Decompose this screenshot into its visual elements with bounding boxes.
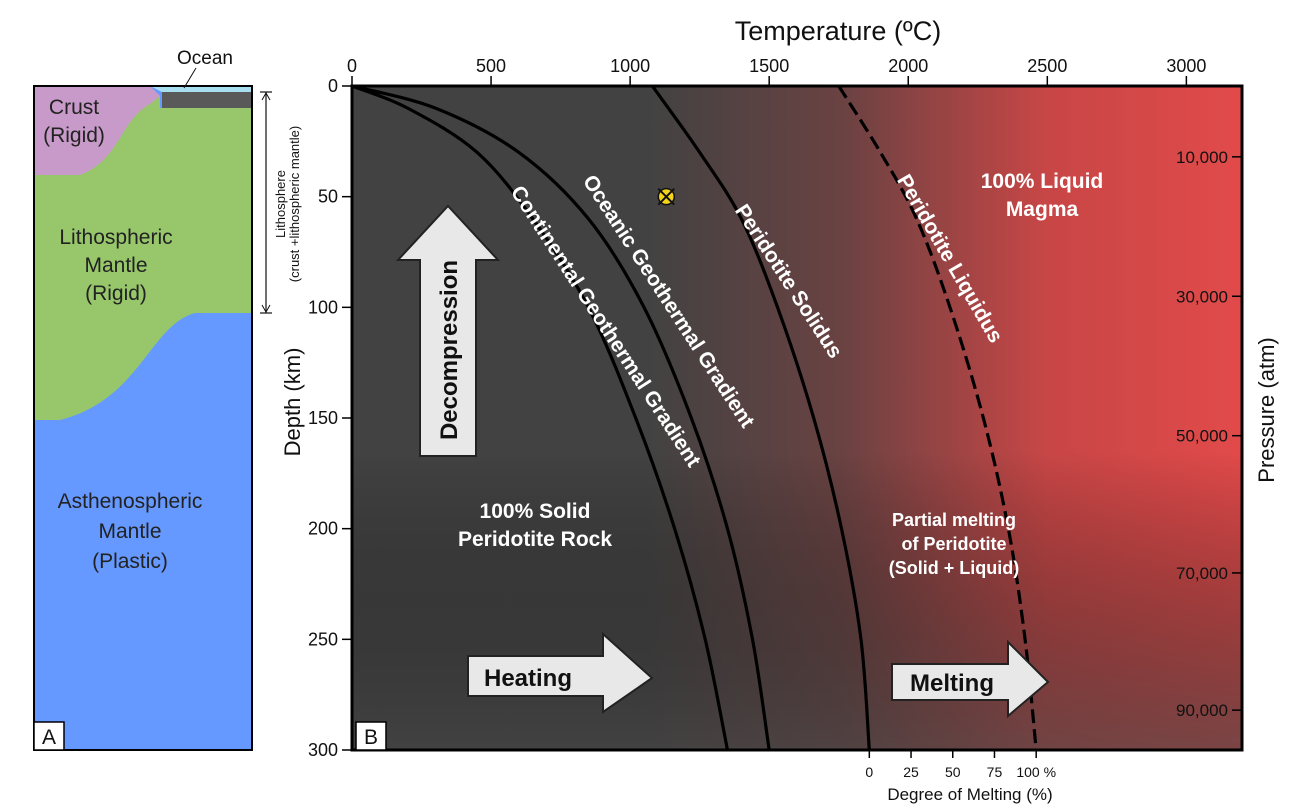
heating-label: Heating — [484, 665, 572, 692]
top-tick-label: 500 — [476, 56, 506, 76]
right-tick-label: 90,000 — [1176, 701, 1228, 720]
bottom-tick-label: 100 % — [1016, 764, 1056, 780]
asthen-label-2: Mantle — [98, 520, 161, 543]
lith-label-2: Mantle — [84, 254, 147, 277]
panel-a-frame — [33, 85, 253, 751]
curve-1 — [352, 86, 771, 750]
partial-region-label-1: Partial melting — [892, 510, 1016, 530]
left-tick-label: 300 — [308, 740, 338, 760]
right-tick-label: 70,000 — [1176, 564, 1228, 583]
lith-label-3: (Rigid) — [85, 282, 147, 305]
bottom-axis-title: Degree of Melting (%) — [887, 785, 1052, 804]
plot-shade — [352, 86, 1242, 750]
top-axis-title: Temperature (ºC) — [735, 16, 941, 46]
solid-region-label-2: Peridotite Rock — [458, 528, 612, 551]
crust-label-1: Crust — [49, 96, 99, 119]
partial-region-label-3: (Solid + Liquid) — [889, 558, 1019, 578]
decompression-label: Decompression — [436, 260, 463, 440]
left-tick-label: 200 — [308, 519, 338, 539]
panel-b-letter-box — [355, 721, 387, 751]
lithosphere-bracket: Lithosphere (crust +lithospheric mantle) — [260, 91, 302, 314]
panel-b: 0 500 1000 1500 2000 2500 3000 050100150200250… — [280, 16, 1279, 804]
top-axis: 0 500 1000 1500 2000 2500 3000 — [347, 56, 1206, 86]
liquid-region-label-1: 100% Liquid — [981, 170, 1104, 193]
ocean-layer — [150, 86, 252, 92]
crust-layer — [34, 86, 160, 175]
bottom-tick-label: 0 — [865, 764, 873, 780]
top-tick-label: 2500 — [1027, 56, 1067, 76]
top-tick-label: 2000 — [888, 56, 928, 76]
crust-label-2: (Rigid) — [43, 124, 105, 147]
asthen-label-1: Asthenospheric — [58, 490, 203, 513]
liquid-region-label-2: Magma — [1006, 198, 1079, 221]
heating-arrow: Heating — [467, 631, 654, 714]
right-axis: 10,000 30,000 50,000 70,000 90,000 — [1176, 148, 1242, 720]
left-axis-title: Depth (km) — [280, 348, 305, 457]
right-axis-title: Pressure (atm) — [1254, 337, 1279, 482]
bottom-tick-label: 50 — [945, 764, 961, 780]
curve-group — [352, 86, 1038, 750]
bracket-label-1: Lithosphere — [273, 170, 288, 238]
left-tick-label: 50 — [318, 187, 338, 207]
location-marker — [657, 187, 676, 206]
left-tick-label: 150 — [308, 408, 338, 428]
panel-a: Ocean Crust (Rigid) Lithospheric Mantle … — [33, 48, 302, 751]
top-tick-label: 3000 — [1166, 56, 1206, 76]
bracket-label-2: (crust +lithospheric mantle) — [287, 126, 302, 282]
decompression-arrow: Decompression — [395, 204, 501, 457]
right-tick-label: 50,000 — [1176, 427, 1228, 446]
curve-0 — [352, 86, 730, 750]
melting-label: Melting — [910, 670, 994, 697]
bottom-tick-label: 75 — [987, 764, 1003, 780]
curve-3 — [837, 86, 1038, 750]
top-tick-label: 1500 — [749, 56, 789, 76]
lith-label-1: Lithospheric — [59, 226, 172, 249]
top-tick-label: 0 — [347, 56, 357, 76]
right-tick-label: 30,000 — [1176, 287, 1228, 306]
solid-region-label-1: 100% Solid — [480, 500, 591, 523]
left-tick-label: 250 — [308, 629, 338, 649]
oceanic-crust-layer — [162, 92, 252, 108]
panel-b-letter: B — [364, 726, 378, 749]
left-tick-label: 100 — [308, 297, 338, 317]
bottom-axis: 0 25 50 75 100 % — [865, 749, 1056, 780]
left-axis: 0 50 100 150 200 250 300 — [308, 76, 352, 760]
curve-2 — [651, 86, 871, 750]
bottom-tick-label: 25 — [903, 764, 919, 780]
ocean-label: Ocean — [177, 48, 233, 69]
melting-arrow: Melting — [891, 639, 1050, 719]
panel-a-letter: A — [42, 726, 56, 749]
asthen-label-3: (Plastic) — [92, 550, 168, 573]
panel-a-letter-box — [33, 721, 65, 751]
ocean-pointer — [183, 67, 197, 89]
right-tick-label: 10,000 — [1176, 148, 1228, 167]
top-tick-label: 1000 — [610, 56, 650, 76]
left-tick-label: 0 — [328, 76, 338, 96]
partial-region-label-2: of Peridotite — [901, 534, 1006, 554]
